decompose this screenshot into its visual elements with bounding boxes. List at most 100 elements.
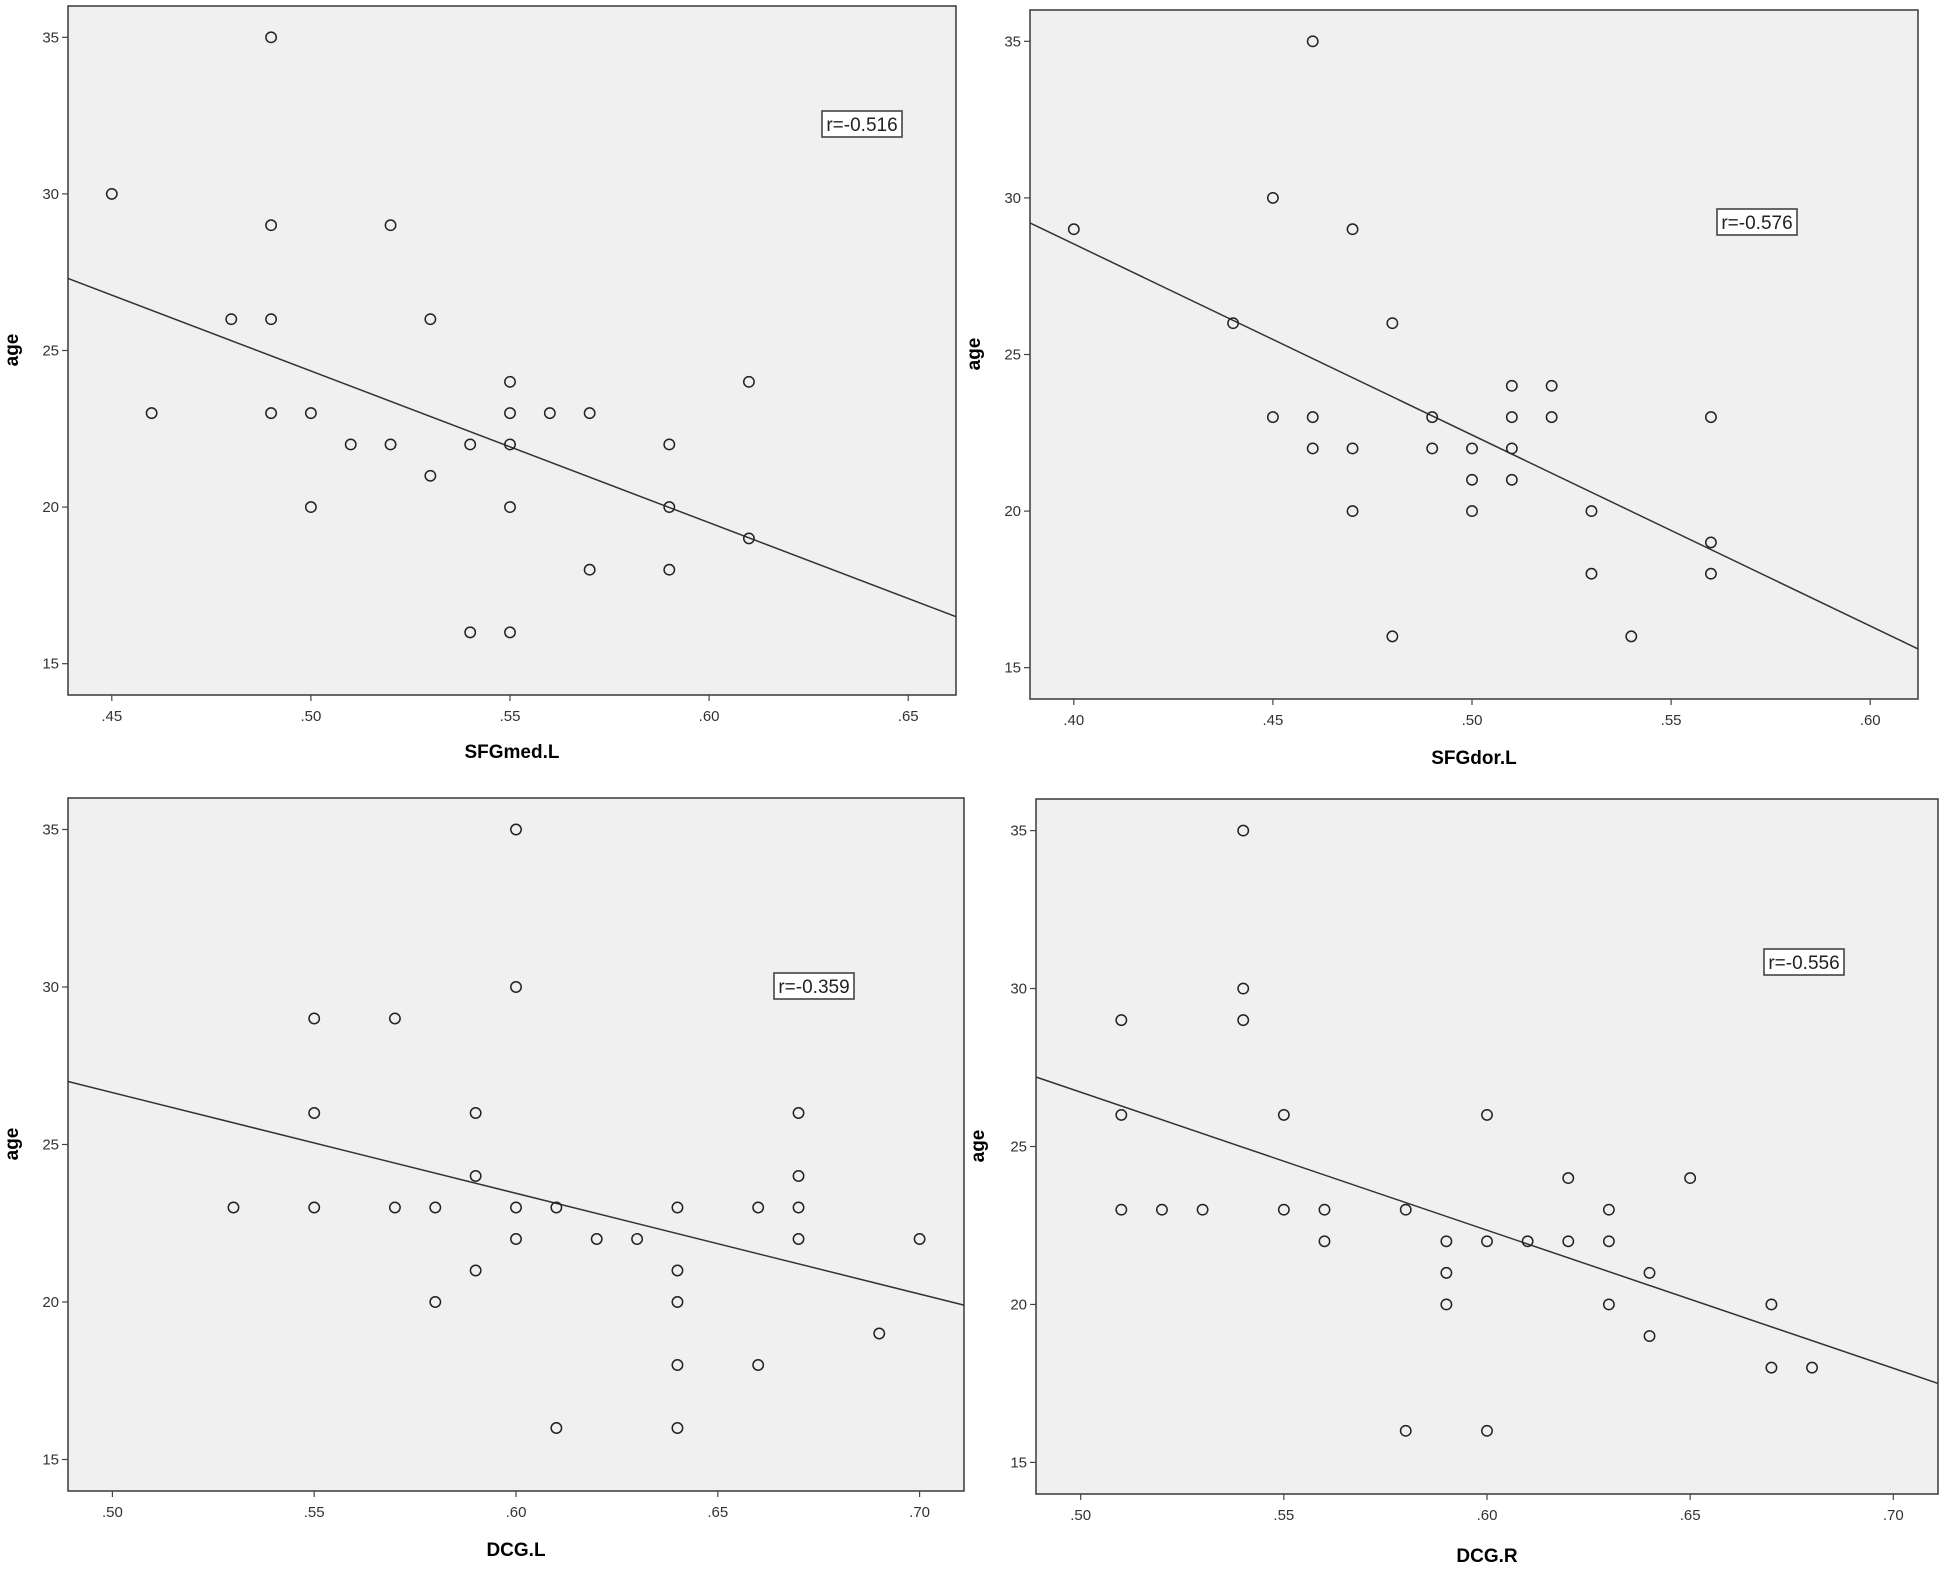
- y-axis-title: age: [964, 338, 985, 371]
- data-point: [504, 626, 516, 639]
- data-point: [1765, 1298, 1778, 1311]
- data-point: [1466, 473, 1478, 486]
- data-point: [752, 1359, 765, 1371]
- data-point: [1440, 1235, 1453, 1248]
- data-point: [631, 1233, 644, 1245]
- data-point: [742, 532, 755, 545]
- data-point: [469, 1264, 482, 1277]
- data-point: [1466, 442, 1478, 455]
- x-tick-label: .70: [1883, 1507, 1904, 1524]
- data-point: [1625, 630, 1638, 643]
- correlation-annotation: r=-0.556: [1763, 948, 1845, 976]
- plot-area: [1029, 9, 1919, 700]
- data-point: [583, 407, 596, 420]
- data-point: [590, 1233, 603, 1245]
- data-point: [384, 219, 397, 232]
- data-point: [1426, 442, 1439, 455]
- annotation-box: [821, 110, 903, 138]
- data-point: [464, 626, 477, 639]
- data-point: [1704, 567, 1717, 580]
- data-point: [663, 563, 676, 576]
- axis-ticks: .50 .55 .60 .65 .70 15 20 25 30 35: [1010, 823, 1903, 1524]
- panel-sfgdor-l: .40 .45 .50 .55 .60 15 20 25 30 35 r=-0.576 SFGdo…: [964, 9, 1919, 769]
- data-point: [1115, 1108, 1128, 1121]
- data-point: [1318, 1203, 1331, 1216]
- data-point: [663, 501, 676, 514]
- panel-dcg-r: .50 .55 .60 .65 .70 15 20 25 30 35 r=-0.556 DCG.R…: [968, 798, 1939, 1567]
- correlation-label: r=-0.516: [826, 115, 897, 136]
- data-points: [1115, 824, 1818, 1437]
- data-points: [105, 31, 755, 639]
- data-point: [304, 501, 317, 514]
- y-tick-label: 15: [42, 656, 59, 673]
- x-tick-label: .45: [1262, 712, 1283, 729]
- data-point: [504, 438, 516, 451]
- data-point: [1505, 473, 1518, 486]
- data-points: [227, 823, 926, 1434]
- regression-line: [67, 1080, 965, 1306]
- data-point: [550, 1422, 563, 1434]
- y-tick-label: 30: [42, 186, 59, 203]
- data-point: [308, 1201, 321, 1214]
- plot-area: [67, 5, 957, 696]
- data-point: [792, 1107, 805, 1119]
- data-point: [1306, 35, 1319, 48]
- y-axis-title: age: [2, 334, 23, 367]
- regression-line: [1029, 222, 1919, 650]
- y-tick-label: 30: [1004, 190, 1021, 207]
- x-tick-label: .55: [1273, 1507, 1294, 1524]
- data-point: [265, 407, 278, 420]
- x-tick-label: .60: [1477, 1507, 1498, 1524]
- x-tick-label: .65: [898, 708, 919, 725]
- data-point: [792, 1233, 805, 1245]
- data-point: [429, 1296, 442, 1308]
- data-point: [1585, 505, 1598, 518]
- data-point: [510, 823, 522, 836]
- data-point: [1386, 317, 1399, 330]
- y-tick-label: 15: [42, 1452, 59, 1469]
- y-tick-label: 25: [1010, 1139, 1027, 1156]
- data-point: [1237, 982, 1250, 995]
- y-tick-label: 30: [1010, 981, 1027, 998]
- data-point: [308, 1107, 321, 1119]
- data-point: [1196, 1203, 1209, 1216]
- correlation-label: r=-0.556: [1768, 953, 1839, 974]
- plot-area: [67, 797, 965, 1492]
- data-point: [671, 1296, 684, 1308]
- annotation-box: [773, 972, 855, 1000]
- data-point: [265, 31, 278, 44]
- y-tick-label: 35: [1010, 823, 1027, 840]
- data-point: [510, 1233, 522, 1245]
- data-point: [344, 438, 357, 451]
- data-point: [1704, 536, 1717, 549]
- y-tick-label: 15: [1004, 660, 1021, 677]
- data-point: [1806, 1361, 1818, 1374]
- x-tick-label: .50: [1070, 1507, 1091, 1524]
- y-tick-label: 20: [42, 1294, 59, 1311]
- data-point: [671, 1201, 684, 1214]
- data-point: [1237, 824, 1250, 837]
- data-point: [1266, 191, 1279, 204]
- data-point: [145, 407, 158, 420]
- data-point: [1346, 442, 1359, 455]
- correlation-label: r=-0.576: [1721, 213, 1792, 234]
- data-point: [1602, 1203, 1615, 1216]
- data-point: [388, 1012, 401, 1025]
- data-point: [1602, 1235, 1615, 1248]
- data-point: [1481, 1108, 1493, 1121]
- regression-line: [67, 277, 957, 618]
- data-point: [1399, 1203, 1412, 1216]
- y-tick-label: 25: [1004, 347, 1021, 364]
- data-point: [1115, 1014, 1128, 1027]
- data-point: [1277, 1108, 1290, 1121]
- data-point: [1237, 1014, 1250, 1027]
- data-point: [510, 1201, 522, 1214]
- data-point: [1067, 223, 1080, 236]
- x-tick-label: .50: [1462, 712, 1483, 729]
- y-tick-label: 35: [42, 29, 59, 46]
- data-point: [1684, 1172, 1697, 1185]
- data-point: [1505, 442, 1518, 455]
- x-tick-label: .70: [909, 1504, 930, 1521]
- data-point: [388, 1201, 401, 1214]
- data-point: [1115, 1203, 1128, 1216]
